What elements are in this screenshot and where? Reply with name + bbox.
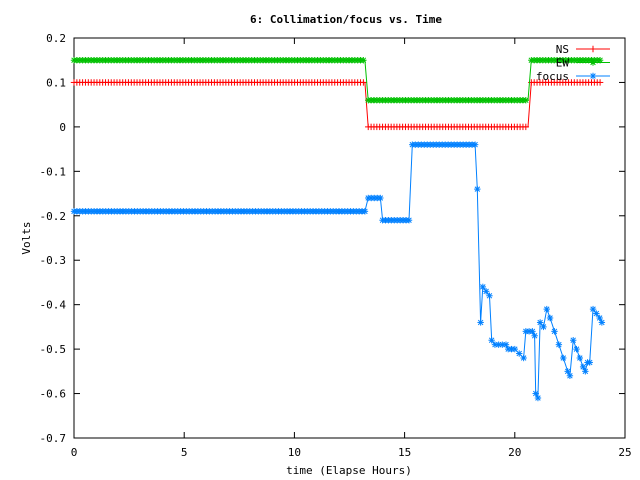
x-tick-label: 25 bbox=[618, 446, 631, 459]
data-point bbox=[589, 305, 597, 313]
data-point bbox=[360, 57, 367, 64]
series-markers-focus bbox=[70, 141, 606, 402]
data-point bbox=[522, 97, 530, 104]
data-point bbox=[566, 372, 574, 379]
legend-marker-ns bbox=[589, 45, 597, 53]
x-tick-label: 5 bbox=[181, 446, 188, 459]
series-markers-ew bbox=[70, 57, 604, 104]
data-point bbox=[551, 328, 558, 335]
data-point bbox=[531, 332, 538, 339]
data-point bbox=[479, 283, 487, 291]
data-point bbox=[540, 323, 547, 331]
data-point bbox=[596, 79, 604, 86]
y-axis-label: Volts bbox=[20, 221, 33, 254]
data-point bbox=[477, 319, 484, 326]
data-point bbox=[516, 350, 523, 357]
series-layer bbox=[70, 57, 606, 402]
data-point bbox=[560, 354, 567, 362]
legend-label-focus: focus bbox=[536, 70, 569, 83]
y-tick-label: 0.2 bbox=[46, 32, 66, 45]
series-ew bbox=[70, 57, 604, 104]
y-tick-label: 0.1 bbox=[46, 76, 66, 89]
data-point bbox=[361, 208, 369, 215]
y-tick-label: -0.2 bbox=[40, 210, 67, 223]
x-axis-label: time (Elapse Hours) bbox=[286, 464, 412, 477]
series-markers-ns bbox=[70, 79, 604, 131]
data-point bbox=[534, 394, 542, 402]
data-point bbox=[598, 319, 606, 326]
series-ns bbox=[70, 79, 604, 131]
data-point bbox=[377, 194, 384, 202]
y-tick-label: 0 bbox=[59, 121, 66, 134]
data-point bbox=[360, 79, 367, 86]
y-tick-label: -0.1 bbox=[40, 165, 67, 178]
x-axis: 0 5 10 15 20 25 bbox=[71, 38, 632, 459]
data-point bbox=[488, 337, 495, 344]
x-tick-label: 15 bbox=[398, 446, 411, 459]
data-point bbox=[511, 345, 518, 353]
series-focus bbox=[70, 141, 606, 402]
data-point bbox=[555, 341, 563, 348]
chart-title: 6: Collimation/focus vs. Time bbox=[250, 13, 442, 26]
data-point bbox=[573, 345, 580, 353]
data-point bbox=[471, 141, 479, 148]
legend-marker-focus bbox=[589, 72, 597, 80]
data-point bbox=[482, 288, 490, 295]
data-point bbox=[582, 368, 589, 375]
data-point bbox=[586, 359, 593, 366]
data-point bbox=[529, 328, 536, 335]
data-point bbox=[522, 123, 530, 131]
legend-marker-ew bbox=[589, 59, 597, 66]
y-axis: -0.7 -0.6 -0.5 -0.4 -0.3 -0.2 -0.1 0 0.1 0.2 bbox=[40, 32, 625, 445]
legend-label-ns: NS bbox=[556, 43, 569, 56]
y-tick-label: -0.4 bbox=[40, 299, 67, 312]
y-tick-label: -0.3 bbox=[40, 254, 67, 267]
y-tick-label: -0.5 bbox=[40, 343, 67, 356]
series-line-ns bbox=[74, 81, 601, 128]
x-tick-label: 0 bbox=[71, 446, 78, 459]
y-tick-label: -0.7 bbox=[40, 432, 67, 445]
data-point bbox=[405, 217, 413, 224]
series-line-focus bbox=[74, 144, 603, 399]
data-point bbox=[486, 292, 493, 299]
data-point bbox=[474, 185, 481, 193]
x-tick-label: 10 bbox=[288, 446, 301, 459]
data-point bbox=[546, 314, 554, 322]
y-tick-label: -0.6 bbox=[40, 388, 67, 401]
data-point bbox=[576, 354, 584, 362]
data-point bbox=[520, 354, 527, 362]
data-point bbox=[570, 337, 577, 344]
plot-frame bbox=[73, 37, 626, 439]
legend-label-ew: EW bbox=[556, 57, 570, 70]
data-point bbox=[536, 319, 544, 326]
data-point bbox=[543, 305, 550, 313]
data-point bbox=[502, 341, 510, 348]
x-tick-label: 20 bbox=[508, 446, 521, 459]
data-point bbox=[593, 310, 600, 317]
